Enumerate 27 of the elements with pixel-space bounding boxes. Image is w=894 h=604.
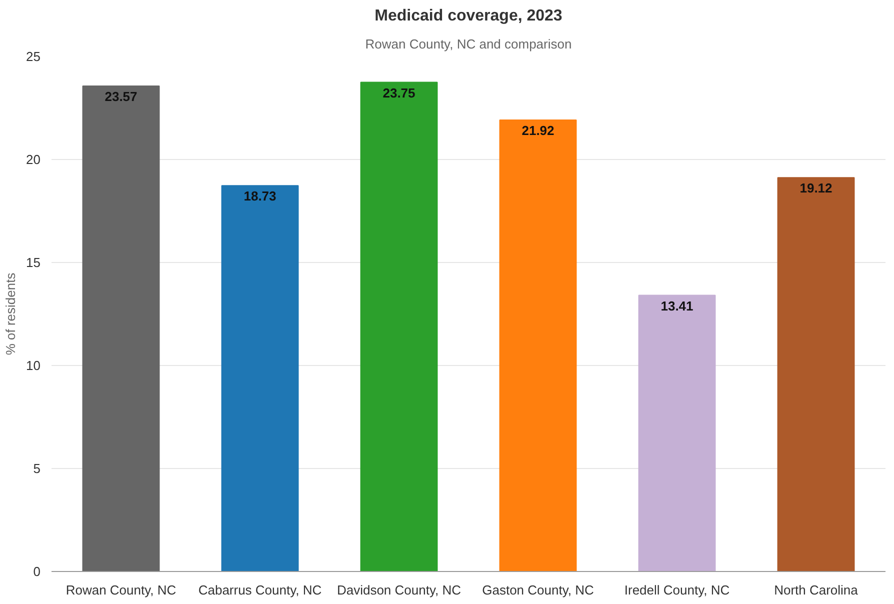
data-label: 23.57 <box>104 88 138 104</box>
data-label: 23.75 <box>382 85 416 100</box>
data-label: 21.92 <box>522 122 554 138</box>
y-tick-label: 15 <box>26 255 41 270</box>
y-tick-label: 0 <box>33 564 41 579</box>
x-tick-label: Gaston County, NC <box>482 582 594 598</box>
bar <box>638 294 716 572</box>
y-tick-label: 10 <box>26 358 41 373</box>
bar <box>82 85 160 572</box>
bar <box>499 119 577 572</box>
data-label: 18.73 <box>244 188 276 204</box>
x-tick-label: Iredell County, NC <box>624 582 730 598</box>
bar <box>777 177 855 572</box>
bar <box>360 82 438 572</box>
chart-title: Medicaid coverage, 2023 <box>374 8 562 24</box>
data-label: 13.41 <box>660 298 694 314</box>
data-label: 19.12 <box>800 180 832 196</box>
bar <box>221 185 299 572</box>
y-tick-label: 25 <box>26 49 41 64</box>
x-tick-label: Rowan County, NC <box>66 582 176 598</box>
x-tick-label: North Carolina <box>774 582 859 598</box>
y-tick-label: 5 <box>33 461 41 476</box>
x-tick-label: Cabarrus County, NC <box>198 582 322 598</box>
x-tick-label: Davidson County, NC <box>336 582 462 598</box>
y-axis-title: % of residents <box>3 272 18 356</box>
chart-subtitle: Rowan County, NC and comparison <box>365 36 572 52</box>
y-tick-label: 20 <box>26 152 41 167</box>
